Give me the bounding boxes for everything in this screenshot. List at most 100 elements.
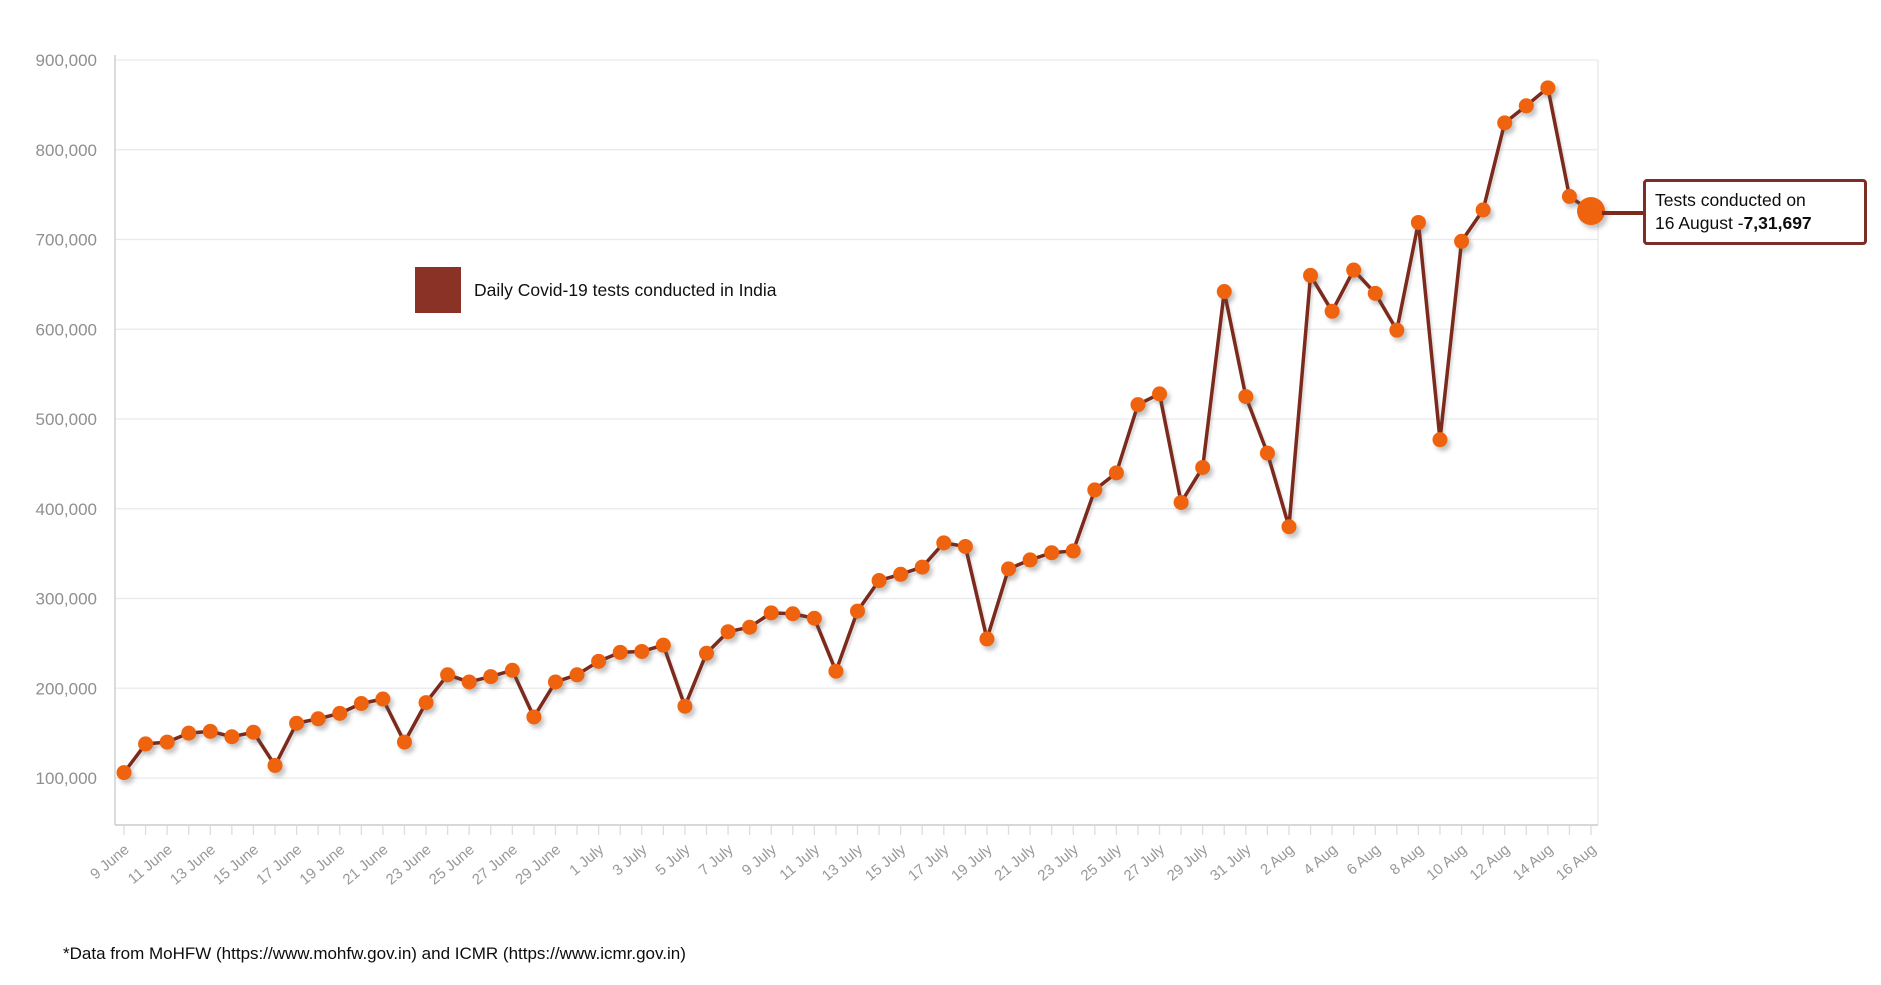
y-axis-label: 400,000 (36, 500, 97, 519)
y-axis-label: 600,000 (36, 320, 97, 339)
data-point[interactable] (677, 698, 693, 714)
data-point[interactable] (828, 663, 844, 679)
data-point[interactable] (569, 667, 585, 683)
data-point-group (116, 80, 1605, 781)
data-point[interactable] (138, 736, 154, 752)
data-point[interactable] (159, 734, 175, 750)
x-axis-label: 11 July (776, 841, 823, 884)
x-axis-label: 12 Aug (1467, 841, 1514, 884)
data-point[interactable] (1303, 267, 1319, 283)
data-point[interactable] (763, 605, 779, 621)
data-point[interactable] (224, 729, 240, 745)
data-point[interactable] (720, 624, 736, 640)
data-point[interactable] (1454, 233, 1470, 249)
x-axis-label: 31 July (1207, 841, 1255, 885)
data-point[interactable] (267, 757, 283, 773)
data-point[interactable] (634, 643, 650, 659)
data-point[interactable] (1540, 80, 1556, 96)
data-point[interactable] (332, 705, 348, 721)
data-point[interactable] (289, 715, 305, 731)
data-point[interactable] (353, 696, 369, 712)
legend-color-swatch (415, 267, 461, 313)
x-axis-label: 27 July (1121, 841, 1169, 885)
data-source-note: *Data from MoHFW (https://www.mohfw.gov.… (63, 944, 686, 963)
data-point-16-aug-highlighted[interactable] (1577, 197, 1605, 226)
data-point[interactable] (871, 573, 887, 589)
data-point[interactable] (979, 631, 995, 647)
x-axis-label: 17 June (253, 841, 305, 888)
data-point[interactable] (1001, 561, 1017, 577)
x-axis-label: 23 July (1034, 841, 1082, 885)
data-point[interactable] (914, 559, 930, 575)
data-point[interactable] (893, 566, 909, 582)
data-point[interactable] (612, 644, 628, 660)
data-point[interactable] (1324, 303, 1340, 319)
x-axis-label: 13 July (819, 841, 867, 885)
legend: Daily Covid-19 tests conducted in India (415, 267, 777, 313)
data-point[interactable] (181, 725, 197, 741)
data-point[interactable] (116, 765, 132, 781)
data-point[interactable] (806, 610, 822, 626)
legend-label: Daily Covid-19 tests conducted in India (474, 279, 777, 300)
data-point[interactable] (936, 535, 952, 551)
x-axis-label: 15 July (862, 841, 910, 885)
data-point[interactable] (547, 674, 563, 690)
data-point[interactable] (461, 674, 477, 690)
x-axis-label: 10 Aug (1423, 841, 1470, 884)
data-point[interactable] (1238, 389, 1254, 405)
data-point[interactable] (310, 711, 326, 727)
data-point[interactable] (1518, 98, 1534, 114)
data-point[interactable] (1173, 494, 1189, 510)
data-point[interactable] (785, 606, 801, 622)
annotation-date: 16 August - (1655, 213, 1744, 234)
x-axis-label: 21 July (991, 841, 1039, 885)
data-point[interactable] (504, 662, 520, 678)
x-axis-label: 27 June (469, 841, 521, 888)
x-axis-label: 1 July (566, 841, 607, 880)
data-point[interactable] (202, 723, 218, 739)
data-point[interactable] (440, 667, 456, 683)
data-point[interactable] (1410, 214, 1426, 230)
data-point[interactable] (1216, 284, 1232, 300)
x-axis-label: 15 June (210, 841, 262, 888)
data-point[interactable] (1497, 115, 1513, 131)
data-point[interactable] (418, 695, 434, 711)
x-axis-label: 25 June (426, 841, 478, 888)
x-axis-label: 29 July (1164, 841, 1212, 885)
data-point[interactable] (1346, 262, 1362, 278)
data-point[interactable] (591, 653, 607, 669)
x-axis-label: 25 July (1078, 841, 1126, 885)
data-point[interactable] (1389, 322, 1405, 338)
data-point[interactable] (1195, 459, 1211, 475)
x-axis-label: 4 Aug (1300, 841, 1340, 879)
data-point[interactable] (1259, 445, 1275, 461)
data-point[interactable] (1432, 432, 1448, 448)
data-point[interactable] (245, 724, 261, 740)
data-point[interactable] (698, 645, 714, 661)
data-point[interactable] (1087, 482, 1103, 498)
data-point[interactable] (655, 637, 671, 653)
x-axis-label: 5 July (653, 841, 694, 880)
data-point[interactable] (526, 709, 542, 725)
data-point[interactable] (742, 619, 758, 635)
data-point[interactable] (1561, 188, 1577, 204)
data-point[interactable] (1152, 386, 1168, 402)
data-point[interactable] (1130, 397, 1146, 413)
data-point[interactable] (850, 603, 865, 619)
data-point[interactable] (1065, 543, 1081, 559)
data-point[interactable] (396, 734, 412, 750)
data-point[interactable] (1281, 519, 1297, 535)
data-point[interactable] (1022, 552, 1038, 568)
data-point[interactable] (957, 538, 973, 554)
data-point[interactable] (1044, 545, 1060, 561)
data-point[interactable] (483, 669, 499, 685)
tests-series-line (122, 86, 1592, 774)
x-axis-label: 29 June (512, 841, 564, 888)
x-axis-label: 17 July (905, 841, 953, 885)
data-point[interactable] (1475, 202, 1491, 218)
data-point[interactable] (375, 691, 391, 707)
annotation-connector-line (1602, 211, 1644, 215)
data-point[interactable] (1108, 465, 1124, 481)
data-point[interactable] (1367, 285, 1383, 301)
